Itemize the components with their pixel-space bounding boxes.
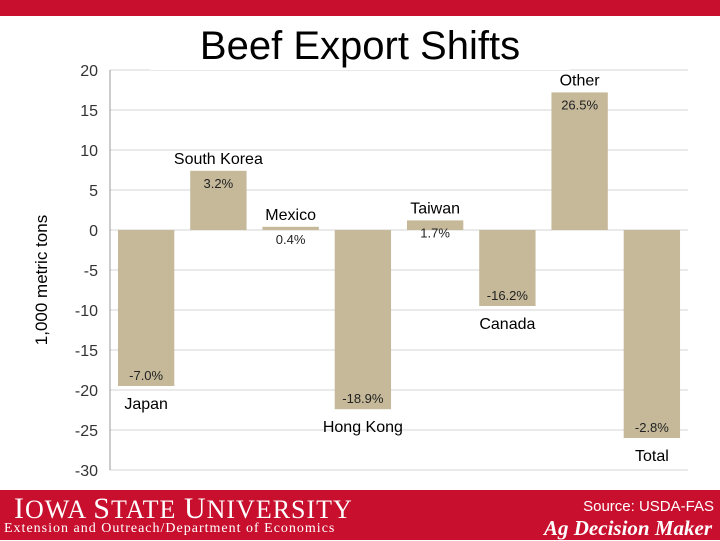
bar — [623, 230, 681, 438]
category-label: Japan — [124, 396, 168, 413]
data-label: -16.2% — [487, 288, 529, 303]
y-tick-label: 15 — [80, 103, 98, 120]
bar — [117, 230, 175, 386]
bar — [262, 226, 319, 230]
y-tick-label: -15 — [75, 343, 98, 360]
university-name: IOWA STATE UNIVERSITY — [14, 492, 353, 525]
top-accent-bar — [0, 0, 720, 16]
source-note: Source: USDA-FAS — [583, 498, 714, 515]
bar — [406, 220, 464, 230]
y-tick-label: 0 — [89, 223, 98, 240]
y-tick-label: 10 — [80, 143, 98, 160]
brand-logo-text: Ag Decision Maker — [544, 516, 712, 540]
category-label: Canada — [479, 316, 535, 333]
category-label: Mexico — [265, 207, 316, 224]
bar-chart: 20 15 10 5 0 -5 -10 -15 -20 -25 -30 1,000 metric to… — [32, 63, 688, 480]
y-tick-label: 20 — [80, 63, 98, 80]
y-tick-label: -25 — [75, 423, 98, 440]
y-tick-label: -30 — [75, 463, 98, 480]
footer-bar: IOWA STATE UNIVERSITY Extension and Outr… — [0, 490, 720, 540]
category-label: Total — [635, 448, 669, 465]
category-label: South Korea — [174, 151, 263, 168]
bar — [334, 230, 392, 410]
y-tick-label: -20 — [75, 383, 98, 400]
category-label: Other — [560, 72, 601, 89]
data-label: -2.8% — [635, 420, 669, 435]
data-label: 26.5% — [561, 97, 598, 112]
category-label: Taiwan — [410, 200, 460, 217]
data-label: -18.9% — [342, 391, 384, 406]
y-axis-label: 1,000 metric tons — [32, 215, 51, 345]
data-label: 0.4% — [276, 232, 306, 247]
y-tick-label: -10 — [75, 303, 98, 320]
data-label: 3.2% — [204, 176, 234, 191]
y-tick-label: 5 — [89, 183, 98, 200]
chart-title: Beef Export Shifts — [150, 22, 570, 70]
data-label: -7.0% — [129, 368, 163, 383]
department-name: Extension and Outreach/Department of Eco… — [4, 521, 336, 536]
data-label: 1.7% — [420, 225, 450, 240]
bar — [190, 170, 247, 230]
bar — [551, 92, 608, 231]
bar — [479, 230, 536, 306]
category-label: Hong Kong — [323, 419, 403, 436]
y-tick-label: -5 — [84, 263, 98, 280]
